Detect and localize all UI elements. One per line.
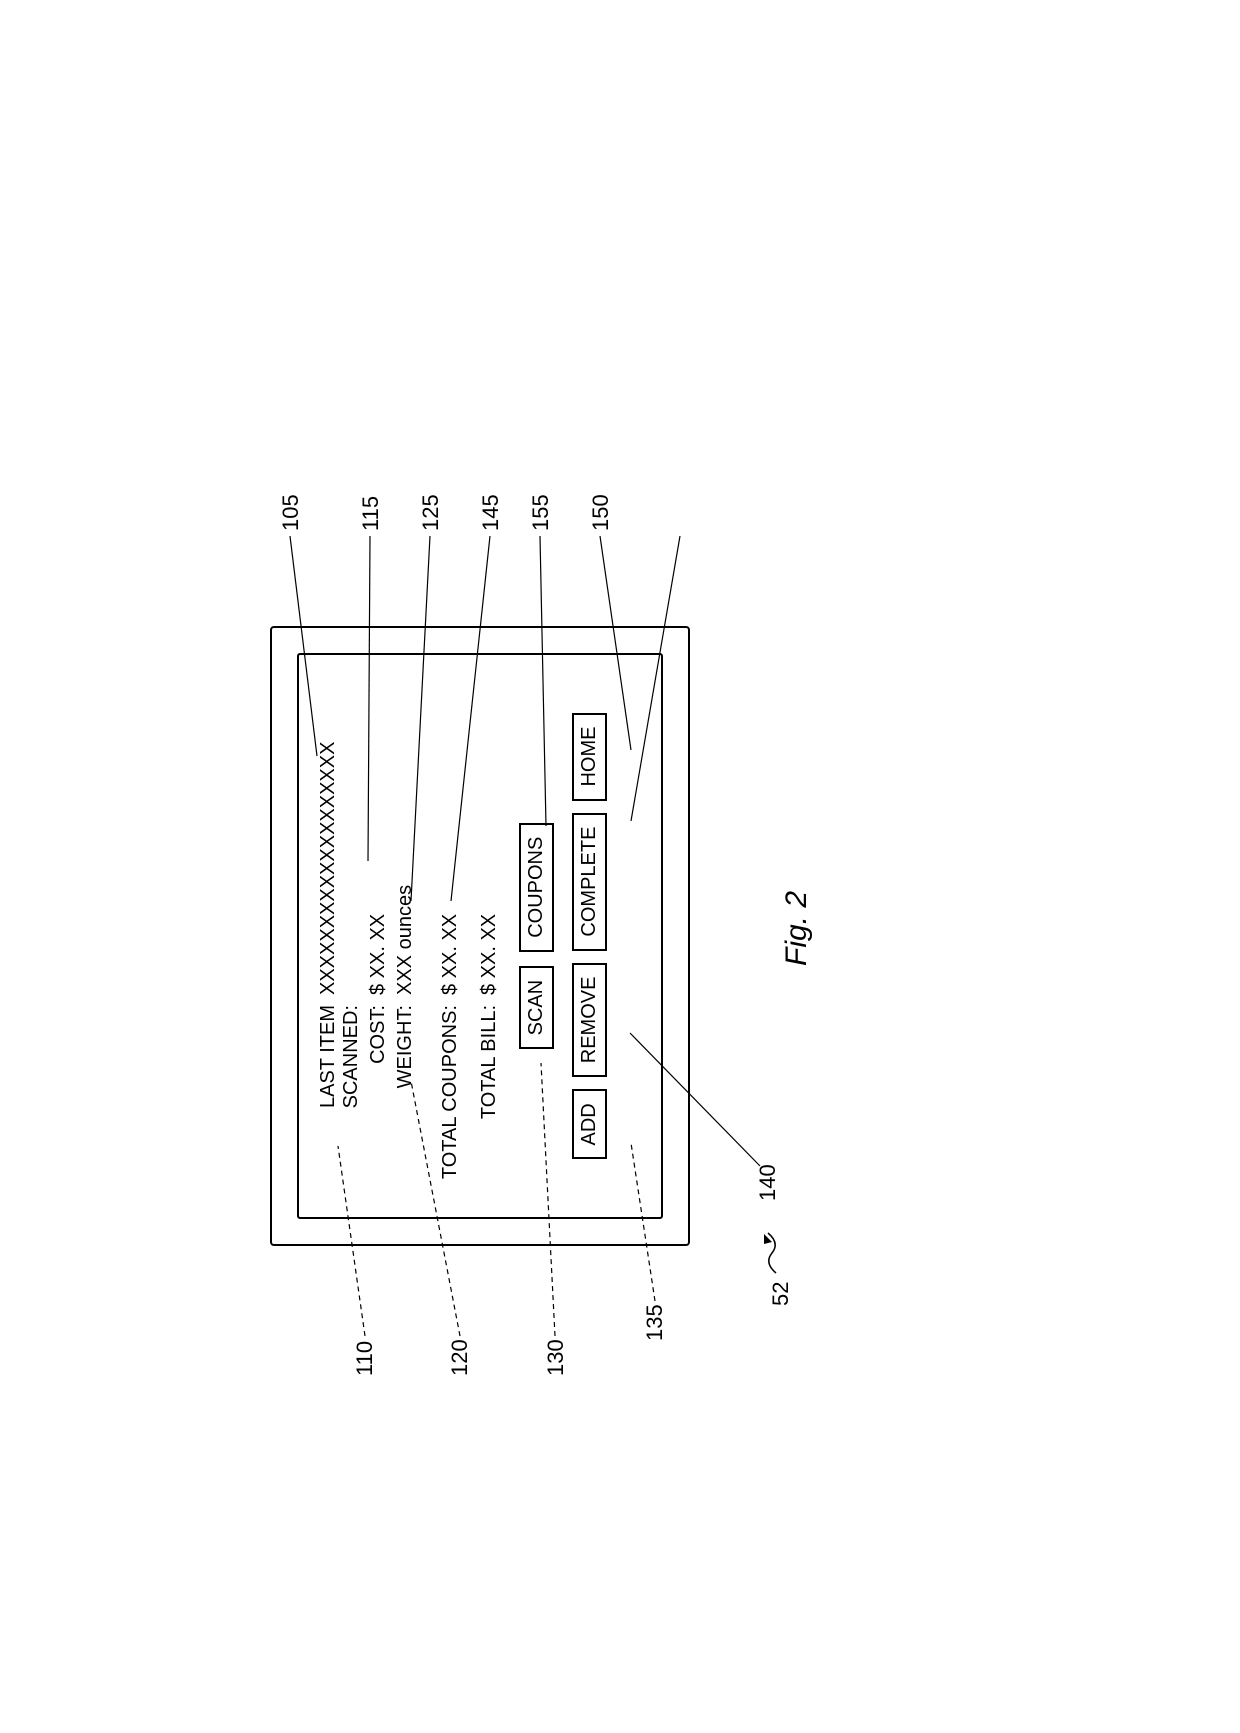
row-total-bill: TOTAL BILL: $ XX. XX [478,677,501,1195]
value-total-coupons: $ XX. XX [439,914,462,995]
ref-150: 150 [588,494,614,531]
add-button[interactable]: ADD [572,1089,607,1159]
label-cost: COST: [367,995,390,1195]
ref-105: 105 [278,494,304,531]
ref-130: 130 [543,1339,569,1376]
row-total-coupons: TOTAL COUPONS: $ XX. XX [439,677,462,1195]
home-button[interactable]: HOME [572,713,607,801]
label-total-coupons: TOTAL COUPONS: [439,995,462,1195]
ref-115: 115 [358,496,384,531]
device-bezel: LAST ITEM SCANNED: XXXXXXXXXXXXXXXXXXX C… [270,626,690,1246]
row-cost: COST: $ XX. XX [367,677,390,1195]
button-row-1: SCAN COUPONS [519,677,554,1195]
ref-110: 110 [352,1341,378,1376]
button-row-2: ADD REMOVE COMPLETE HOME [572,677,607,1195]
ref-140: 140 [755,1164,781,1201]
complete-button[interactable]: COMPLETE [572,813,607,951]
ref-135: 135 [642,1304,668,1341]
remove-button[interactable]: REMOVE [572,963,607,1078]
ref-120: 120 [447,1339,473,1376]
ref-145: 145 [478,494,504,531]
label-total-bill: TOTAL BILL: [478,995,501,1195]
figure-caption: Fig. 2 [780,891,814,966]
value-weight: XXX ounces [394,885,417,995]
stage: LAST ITEM SCANNED: XXXXXXXXXXXXXXXXXXX C… [0,0,1240,1733]
label-last-item: LAST ITEM SCANNED: [317,995,363,1195]
rotated-content: LAST ITEM SCANNED: XXXXXXXXXXXXXXXXXXX C… [620,0,1240,866]
row-last-item: LAST ITEM SCANNED: XXXXXXXXXXXXXXXXXXX [317,677,363,1195]
value-total-bill: $ XX. XX [478,914,501,995]
row-weight: WEIGHT: XXX ounces [394,677,417,1195]
ref-125: 125 [418,494,444,531]
ref-52: 52 [768,1282,794,1306]
value-last-item: XXXXXXXXXXXXXXXXXXX [317,742,363,995]
spacer [466,677,478,1195]
scan-button[interactable]: SCAN [519,966,554,1050]
screen: LAST ITEM SCANNED: XXXXXXXXXXXXXXXXXXX C… [297,653,663,1219]
ref-155: 155 [528,494,554,531]
coupons-button[interactable]: COUPONS [519,823,554,952]
value-cost: $ XX. XX [367,914,390,995]
spacer [421,677,439,1195]
label-weight: WEIGHT: [394,995,417,1195]
diagram-content: LAST ITEM SCANNED: XXXXXXXXXXXXXXXXXXX C… [120,266,1120,1466]
